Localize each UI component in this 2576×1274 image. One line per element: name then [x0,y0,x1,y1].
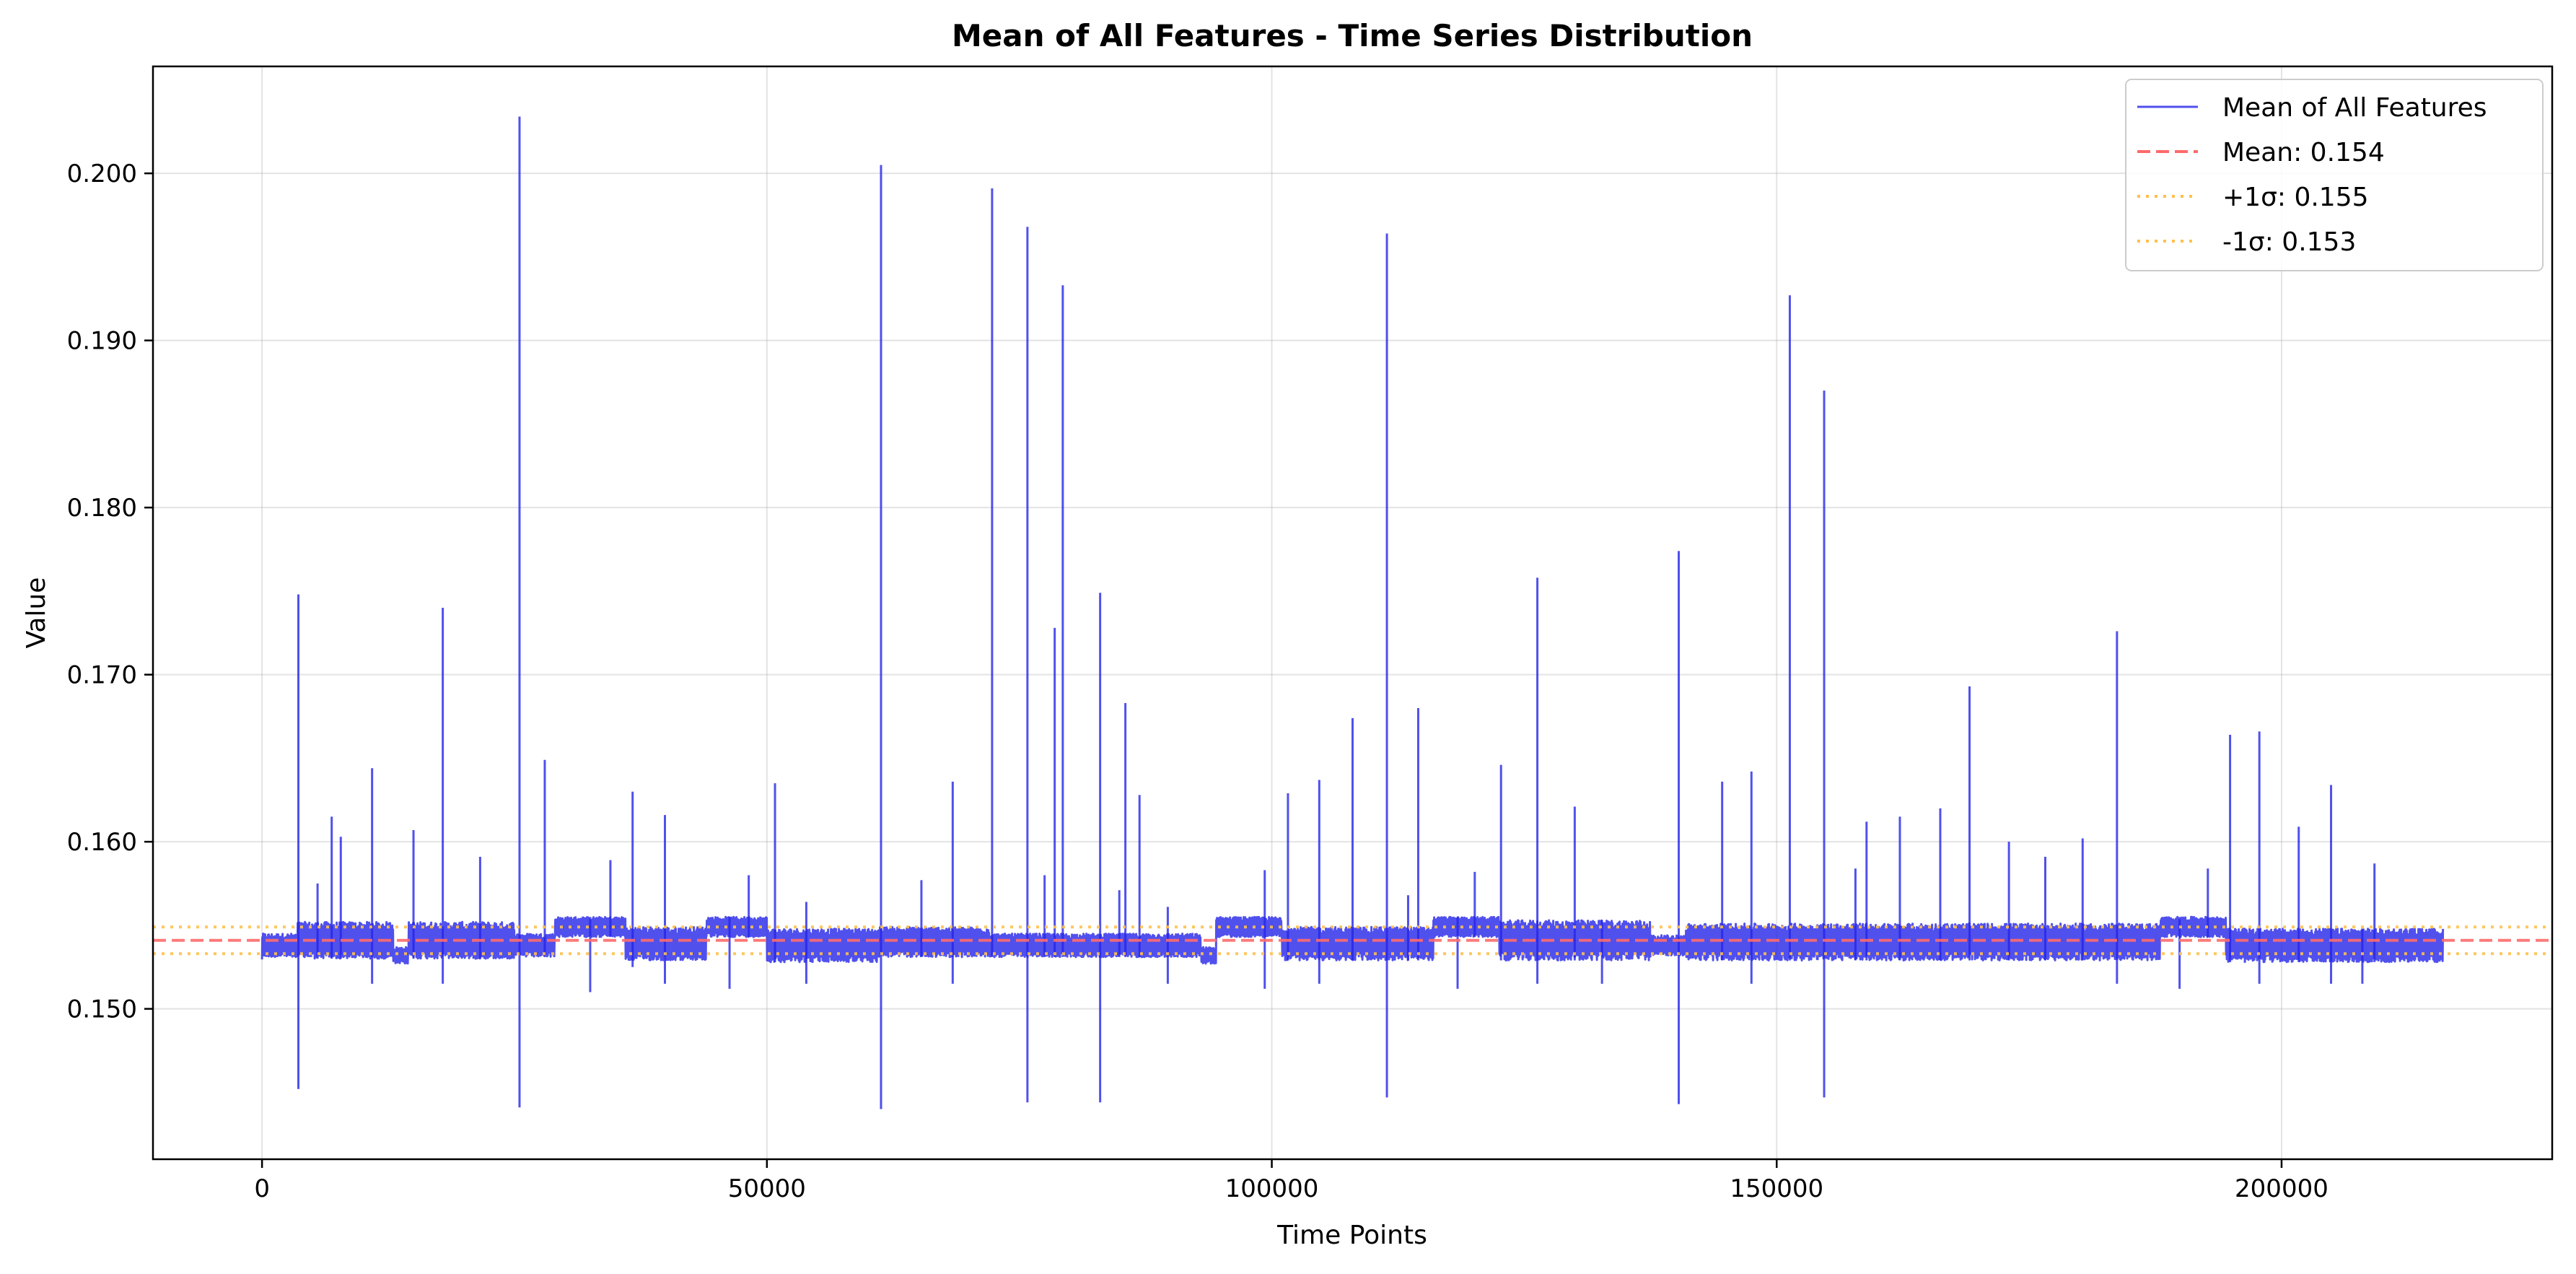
y-tick-label: 0.170 [67,661,137,690]
x-tick-label: 200000 [2235,1174,2329,1203]
chart-title: Mean of All Features - Time Series Distr… [952,18,1753,53]
legend-label-plus-sigma: +1σ: 0.155 [2222,183,2369,212]
x-axis-label: Time Points [1276,1221,1427,1250]
y-axis-label: Value [22,577,51,649]
plot-area [153,116,2552,1109]
y-tick-label: 0.200 [67,160,137,188]
x-tick-label: 100000 [1225,1174,1319,1203]
y-tick-label: 0.180 [67,494,137,523]
plot-frame [152,65,2554,1161]
x-axis: 0 50000 100000 150000 200000 [254,1159,2329,1203]
x-tick-label: 50000 [728,1174,806,1203]
legend: Mean of All Features Mean: 0.154 +1σ: 0.… [2125,79,2544,271]
x-tick-label: 0 [254,1174,270,1203]
legend-box [2125,79,2544,271]
y-axis: 0.150 0.160 0.170 0.180 0.190 0.200 [67,160,153,1024]
legend-label-mean: Mean: 0.154 [2222,138,2385,167]
legend-label-series: Mean of All Features [2222,93,2487,123]
legend-label-minus-sigma: -1σ: 0.153 [2222,227,2356,257]
y-tick-label: 0.190 [67,327,137,356]
y-tick-label: 0.160 [67,828,137,857]
reference-lines [153,925,2552,956]
y-tick-label: 0.150 [67,995,137,1024]
x-tick-label: 150000 [1730,1174,1823,1203]
